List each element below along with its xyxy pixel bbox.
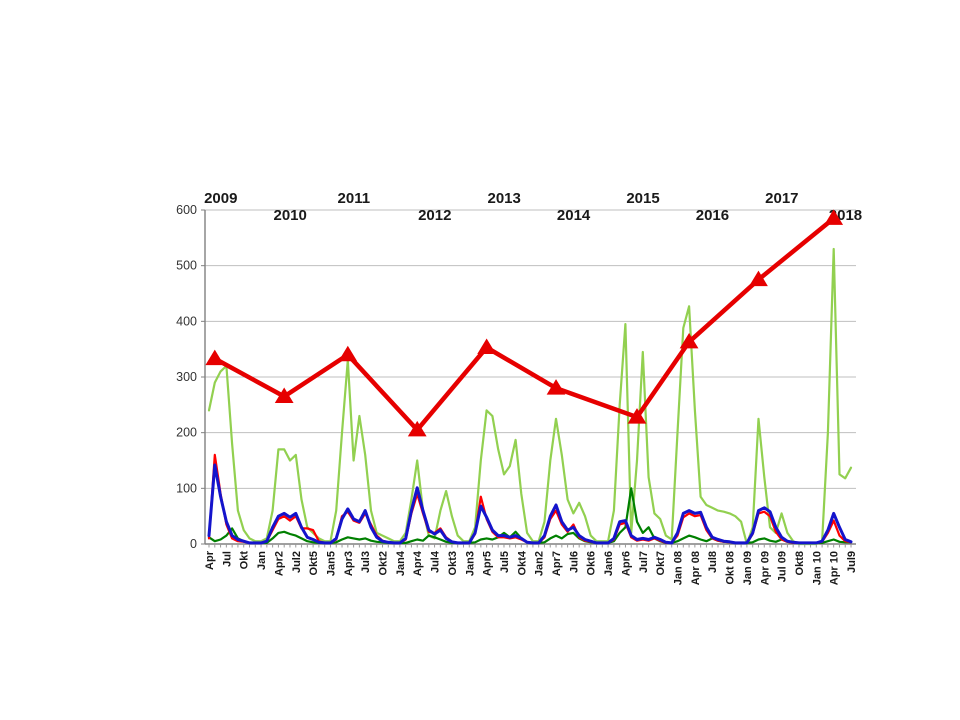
x-axis-label-apr-09: Apr 09 bbox=[759, 551, 771, 585]
year-label-2014: 2014 bbox=[557, 207, 591, 224]
blue-line-path bbox=[207, 463, 853, 545]
x-axis-label-okt5: Okt5 bbox=[308, 551, 320, 575]
x-axis-label-jan: Jan bbox=[256, 551, 268, 570]
blue-line bbox=[207, 463, 853, 545]
year-label-2010: 2010 bbox=[274, 207, 307, 224]
triangle-marker-2010 bbox=[274, 387, 294, 403]
x-axis-label-okt6: Okt6 bbox=[586, 551, 598, 575]
triangle-marker-2009 bbox=[205, 349, 225, 366]
y-axis-label-400: 400 bbox=[176, 314, 197, 328]
year-label-2017: 2017 bbox=[765, 190, 798, 207]
x-axis-label-jan-10: Jan 10 bbox=[811, 551, 823, 585]
x-axis-label-jan2: Jan2 bbox=[534, 551, 546, 576]
year-label-2009: 2009 bbox=[204, 190, 237, 207]
triangle-marker-2014 bbox=[546, 379, 566, 395]
x-axis-label-jul7: Jul7 bbox=[638, 551, 650, 573]
x-axis-label-jan5: Jan5 bbox=[325, 551, 337, 576]
gridlines bbox=[201, 209, 856, 545]
y-axis-label-100: 100 bbox=[176, 481, 197, 495]
x-axis-label-jan6: Jan6 bbox=[603, 551, 615, 576]
x-axis-label-apr2: Apr2 bbox=[273, 551, 285, 576]
red-triangle-annual-line-path bbox=[212, 216, 836, 433]
y-axis-labels: 0 100 200 300 400 500 600 bbox=[176, 203, 197, 551]
year-label-2011: 2011 bbox=[338, 190, 371, 207]
triangle-marker-2013 bbox=[477, 338, 497, 354]
x-axis-label-okt4: Okt4 bbox=[516, 550, 528, 575]
x-axis-label-jul: Jul bbox=[221, 551, 233, 567]
x-axis-label-jul-09: Jul 09 bbox=[777, 551, 789, 582]
year-label-2012: 2012 bbox=[418, 207, 451, 224]
x-axis-label-apr-08: Apr 08 bbox=[690, 551, 702, 585]
year-label-2015: 2015 bbox=[626, 190, 659, 207]
x-axis-label-apr4: Apr4 bbox=[412, 550, 424, 576]
x-axis-label-jul8: Jul8 bbox=[707, 551, 719, 573]
y-axis-label-200: 200 bbox=[176, 426, 197, 440]
x-axis-label-jul4: Jul4 bbox=[430, 550, 442, 573]
triangle-marker-2011 bbox=[338, 345, 358, 362]
y-axis-label-0: 0 bbox=[190, 537, 197, 551]
x-axis-label-jan-09: Jan 09 bbox=[742, 551, 754, 585]
x-axis-label-okt2: Okt2 bbox=[378, 551, 390, 575]
light-green-line bbox=[207, 247, 853, 546]
x-axis-label-jul6: Jul6 bbox=[568, 551, 580, 573]
year-label-2013: 2013 bbox=[488, 190, 521, 207]
x-axis-label-apr3: Apr3 bbox=[343, 551, 355, 576]
x-axis-label-apr7: Apr7 bbox=[551, 551, 563, 576]
x-axis-label-jan-08: Jan 08 bbox=[673, 551, 685, 585]
y-axis-label-300: 300 bbox=[176, 370, 197, 384]
x-axis-label-jan3: Jan3 bbox=[464, 551, 476, 576]
triangle-marker-2018 bbox=[824, 209, 844, 225]
x-axis-label-okt3: Okt3 bbox=[447, 551, 459, 575]
x-axis-label-apr: Apr bbox=[204, 550, 216, 570]
x-axis-label-okt7: Okt7 bbox=[655, 551, 667, 575]
y-axis-label-500: 500 bbox=[176, 259, 197, 273]
x-axis-label-apr-10: Apr 10 bbox=[829, 551, 841, 585]
x-axis-label-jul5: Jul5 bbox=[499, 551, 511, 573]
x-axis-label-jul3: Jul3 bbox=[360, 551, 372, 573]
y-axis-label-600: 600 bbox=[176, 203, 197, 217]
x-axis-label-jan4: Jan4 bbox=[395, 550, 407, 576]
x-axis-label-jul9: Jul9 bbox=[846, 551, 858, 573]
x-axis-label-okt-08: Okt 08 bbox=[725, 551, 737, 585]
triangle-marker-2012 bbox=[407, 420, 427, 437]
x-axis-labels: Apr Jul Okt Jan Apr2 Jul2 Okt5 Jan5 Apr3 Jul3 Okt2… bbox=[204, 550, 858, 585]
x-axis-label-apr6: Apr6 bbox=[620, 551, 632, 576]
triangle-marker-2017 bbox=[749, 270, 768, 287]
x-axis-label-jul2: Jul2 bbox=[291, 551, 303, 573]
year-label-2016: 2016 bbox=[696, 207, 729, 224]
light-green-line-path bbox=[207, 247, 853, 546]
x-axis-label-okt: Okt bbox=[239, 551, 251, 570]
x-axis-label-apr5: Apr5 bbox=[482, 551, 494, 576]
triangle-marker-2015 bbox=[627, 408, 647, 424]
triangle-marker-2016 bbox=[679, 332, 699, 349]
red-triangle-annual-line bbox=[205, 209, 844, 437]
x-axis-label-okt8: Okt8 bbox=[794, 551, 806, 575]
